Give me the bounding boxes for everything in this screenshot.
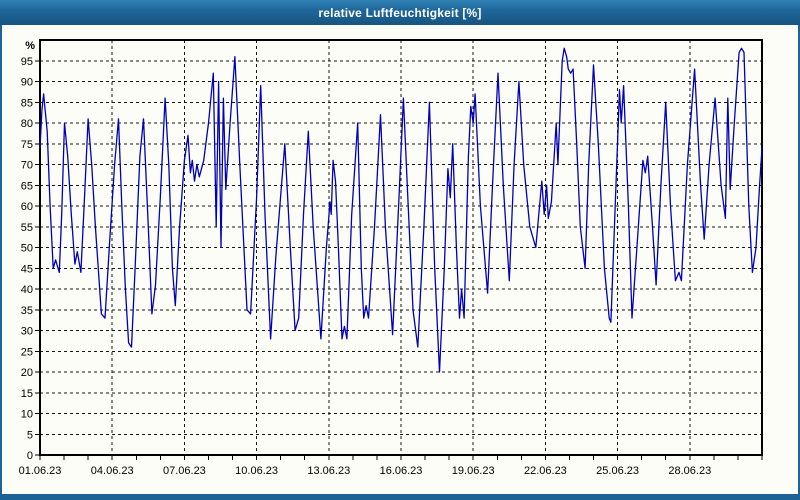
x-axis-labels: 01.06.23 04.06.23 07.06.23 10.06.23 13.06.23… [19, 465, 712, 477]
x-tick-label: 25.06.23 [596, 465, 639, 477]
x-tick-label: 22.06.23 [524, 465, 567, 477]
x-tick-label: 10.06.23 [235, 465, 278, 477]
x-tick-label: 19.06.23 [452, 465, 495, 477]
y-tick-label: 85 [21, 97, 33, 109]
y-tick-label: 30 [21, 326, 33, 338]
y-tick-label: 50 [21, 243, 33, 255]
y-tick-label: 15 [21, 388, 33, 400]
y-tick-label: 70 [21, 160, 33, 172]
plot-border [39, 39, 763, 456]
x-tick-label: 16.06.23 [380, 465, 423, 477]
title-bar: relative Luftfeuchtigkeit [%] [0, 0, 800, 25]
x-tick-label: 13.06.23 [307, 465, 350, 477]
y-tick-label: 65 [21, 180, 33, 192]
humidity-line [39, 47, 763, 373]
y-tick-label: 10 [21, 409, 33, 421]
x-tick-label: 01.06.23 [19, 465, 62, 477]
y-tick-label: 20 [21, 367, 33, 379]
x-tick-label: 04.06.23 [91, 465, 134, 477]
y-tick-label: 95 [21, 56, 33, 68]
y-tick-label: 35 [21, 305, 33, 317]
y-axis-labels: 0 5 10 15 20 25 30 35 40 45 50 55 60 65 70 75 80 85 90 95 [21, 56, 33, 462]
x-tick-label: 28.06.23 [668, 465, 711, 477]
y-tick-label: 75 [21, 139, 33, 151]
y-tick-label: 90 [21, 77, 33, 89]
y-tick-label: 40 [21, 284, 33, 296]
y-tick-label: 25 [21, 346, 33, 358]
y-tick-label: 5 [27, 429, 33, 441]
x-tick-label: 07.06.23 [163, 465, 206, 477]
y-axis-unit-label: % [25, 40, 35, 52]
y-tick-label: 80 [21, 118, 33, 130]
y-tick-label: 55 [21, 222, 33, 234]
y-tick-label: 0 [27, 450, 33, 462]
y-tick-label: 60 [21, 201, 33, 213]
y-tick-label: 45 [21, 263, 33, 275]
chart-title: relative Luftfeuchtigkeit [%] [318, 5, 482, 20]
